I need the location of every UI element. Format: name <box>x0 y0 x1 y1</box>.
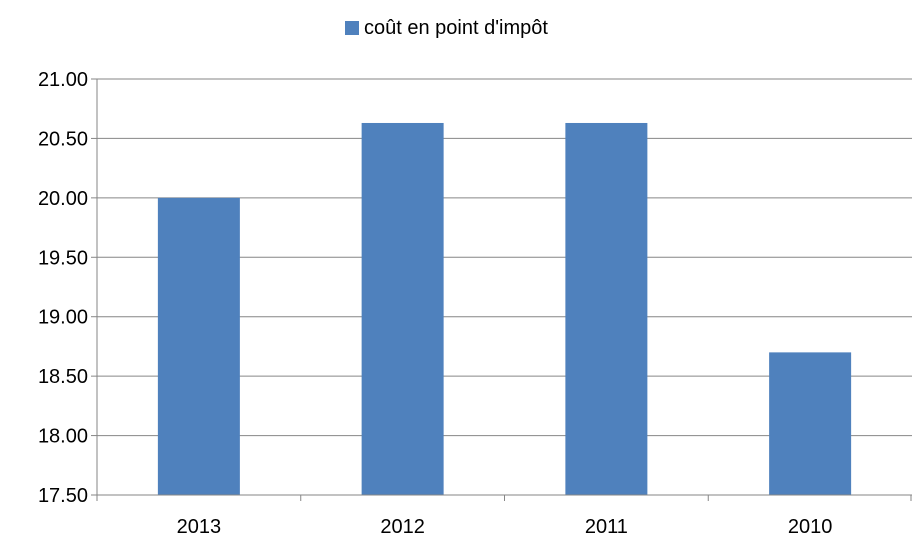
legend-swatch <box>345 21 359 35</box>
y-tick-label: 18.50 <box>38 366 88 388</box>
bar <box>565 122 648 495</box>
y-tick-label: 21.00 <box>38 69 88 91</box>
legend-label: coût en point d'impôt <box>364 17 548 39</box>
y-tick-label: 19.00 <box>38 307 88 329</box>
x-tick-label: 2012 <box>380 516 425 538</box>
x-axis-tick-labels: 2013 2012 2011 2010 <box>177 516 833 538</box>
y-tick-label: 18.00 <box>38 426 88 448</box>
axes <box>96 79 912 501</box>
bar <box>769 352 852 495</box>
legend: coût en point d'impôt <box>345 17 548 39</box>
bar <box>361 122 444 495</box>
x-tick-label: 2013 <box>177 516 222 538</box>
bars <box>157 122 852 495</box>
x-tick-label: 2010 <box>788 516 833 538</box>
bar <box>157 197 240 495</box>
y-tick-label: 17.50 <box>38 485 88 507</box>
x-tick-label: 2011 <box>585 516 628 538</box>
y-tick-label: 19.50 <box>38 247 88 269</box>
y-axis-tick-labels: 17.50 18.00 18.50 19.00 19.50 20.00 20.50 21.00 <box>38 69 97 507</box>
y-tick-label: 20.50 <box>38 128 88 150</box>
y-tick-label: 20.00 <box>38 188 88 210</box>
